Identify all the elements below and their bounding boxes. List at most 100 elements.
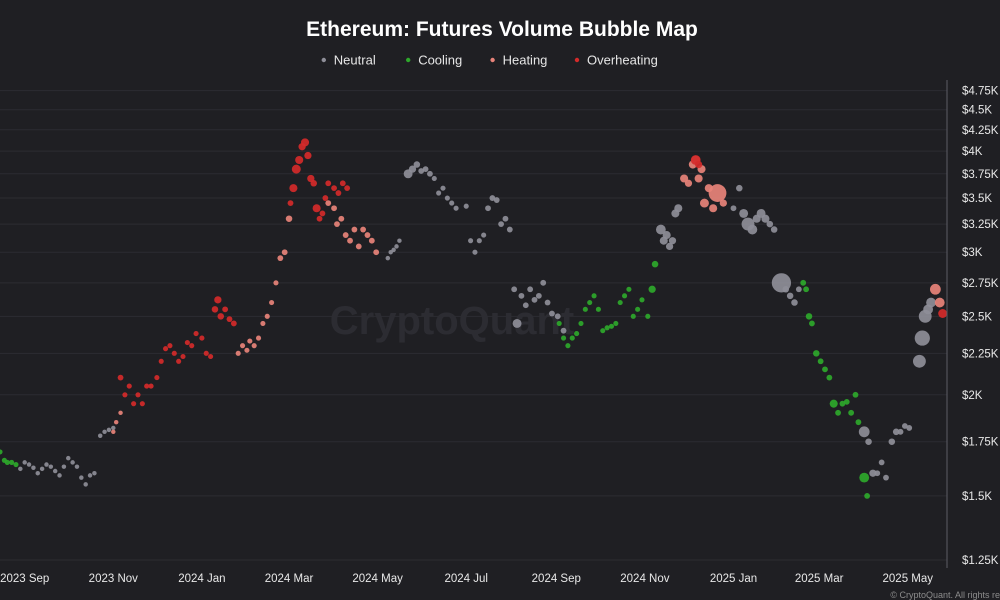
data-point bbox=[230, 320, 237, 327]
data-point bbox=[739, 208, 749, 218]
data-point bbox=[111, 429, 116, 435]
data-point bbox=[22, 460, 27, 465]
data-point bbox=[665, 242, 674, 251]
data-point bbox=[472, 249, 478, 255]
data-point bbox=[782, 286, 790, 293]
legend-label: Overheating bbox=[587, 53, 658, 68]
data-point bbox=[31, 465, 36, 470]
data-point bbox=[626, 286, 632, 292]
data-point bbox=[822, 366, 828, 373]
data-point bbox=[167, 343, 173, 349]
data-point bbox=[449, 200, 455, 206]
data-point bbox=[565, 343, 571, 349]
data-point bbox=[235, 350, 241, 356]
data-point bbox=[4, 459, 10, 465]
data-point bbox=[493, 197, 500, 203]
data-point bbox=[901, 423, 908, 429]
data-point bbox=[540, 279, 547, 286]
data-point bbox=[595, 306, 601, 312]
data-point bbox=[684, 179, 693, 187]
data-point bbox=[511, 286, 518, 293]
data-point bbox=[878, 459, 885, 466]
data-point bbox=[600, 328, 606, 334]
legend-marker bbox=[490, 57, 495, 63]
data-point bbox=[310, 180, 317, 187]
data-point bbox=[9, 459, 15, 465]
y-tick-label: $1.75K bbox=[962, 437, 999, 449]
data-point bbox=[865, 438, 872, 445]
data-point bbox=[322, 195, 329, 201]
data-point bbox=[805, 313, 813, 320]
data-point bbox=[312, 204, 321, 213]
data-point bbox=[373, 249, 380, 256]
data-point bbox=[57, 473, 62, 478]
x-tick-label: 2024 Jan bbox=[178, 573, 225, 585]
data-point bbox=[61, 464, 67, 469]
data-point bbox=[485, 205, 491, 212]
data-point bbox=[527, 286, 534, 293]
data-point bbox=[87, 473, 93, 478]
data-point bbox=[852, 391, 859, 398]
data-point bbox=[111, 425, 116, 431]
data-point bbox=[843, 398, 850, 405]
legend-marker bbox=[321, 57, 326, 63]
data-point bbox=[44, 462, 49, 467]
data-point bbox=[926, 297, 936, 308]
x-tick-label: 2025 Jan bbox=[710, 573, 757, 585]
data-point bbox=[148, 383, 154, 389]
data-point bbox=[554, 313, 561, 320]
series-neutral bbox=[18, 161, 936, 487]
data-point bbox=[858, 426, 870, 438]
x-tick-label: 2025 May bbox=[883, 573, 934, 585]
data-point bbox=[468, 238, 474, 244]
data-point bbox=[795, 286, 802, 293]
data-point bbox=[674, 204, 683, 213]
data-point bbox=[826, 374, 833, 381]
data-point bbox=[102, 429, 107, 435]
data-point bbox=[144, 383, 150, 389]
data-point bbox=[208, 353, 214, 360]
data-point bbox=[364, 232, 371, 238]
data-point bbox=[578, 320, 584, 326]
data-point bbox=[255, 335, 262, 341]
y-tick-label: $2.75K bbox=[962, 278, 999, 290]
data-point bbox=[556, 320, 562, 326]
data-point bbox=[13, 461, 19, 468]
series-overheating bbox=[117, 138, 948, 407]
data-point bbox=[531, 296, 538, 303]
data-point bbox=[864, 493, 871, 499]
data-point bbox=[287, 200, 294, 206]
data-point bbox=[786, 292, 794, 300]
data-point bbox=[154, 375, 160, 381]
data-point bbox=[184, 340, 190, 346]
data-point bbox=[122, 392, 128, 398]
data-point bbox=[338, 215, 345, 222]
legend: Neutral Cooling Heating Overheating bbox=[321, 53, 658, 68]
data-point bbox=[436, 190, 442, 196]
data-point bbox=[180, 353, 186, 360]
data-point bbox=[199, 335, 205, 341]
data-point bbox=[817, 358, 824, 365]
data-point bbox=[422, 166, 429, 173]
data-point bbox=[604, 325, 610, 331]
legend-label: Heating bbox=[503, 53, 548, 68]
data-point bbox=[397, 238, 402, 243]
x-tick-label: 2024 Jul bbox=[444, 573, 487, 585]
data-point bbox=[883, 474, 889, 481]
data-point bbox=[316, 215, 323, 222]
data-point bbox=[522, 302, 529, 309]
data-point bbox=[608, 323, 615, 329]
data-point bbox=[803, 286, 810, 293]
data-point bbox=[281, 249, 288, 256]
data-point bbox=[176, 358, 182, 364]
data-point bbox=[335, 190, 342, 196]
data-point bbox=[117, 374, 124, 381]
data-point bbox=[630, 313, 636, 319]
data-point bbox=[83, 482, 88, 487]
x-tick-label: 2023 Nov bbox=[89, 573, 138, 585]
data-point bbox=[240, 343, 246, 349]
data-point bbox=[730, 205, 737, 212]
data-point bbox=[512, 318, 522, 328]
data-point bbox=[651, 260, 659, 268]
data-point bbox=[560, 335, 567, 341]
